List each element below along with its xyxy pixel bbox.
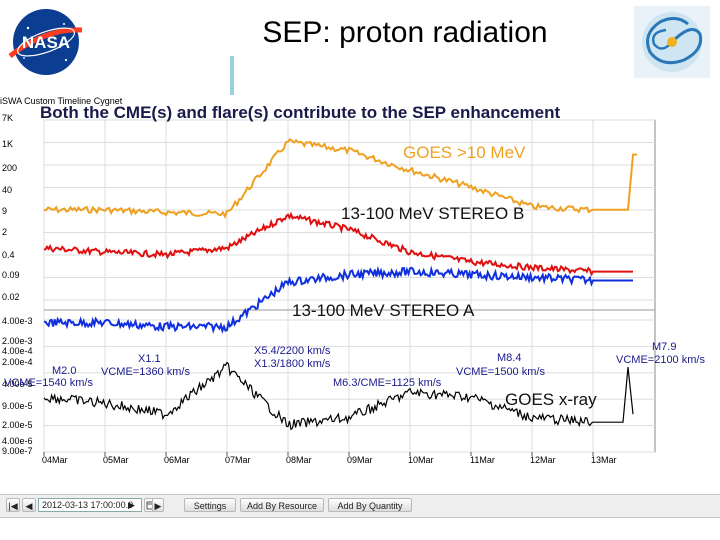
series-stereo-a [43,265,633,334]
settings-button[interactable]: Settings [184,498,236,512]
timeline-toolbar: |◀ ◀ 2012-03-13 17:00:00.0 ▶ ▶ ▶| Settin… [0,494,720,518]
nasa-logo-mark: NASA [8,9,83,75]
annotation-m79: M7.9 [652,341,677,353]
xtick-label: 05Mar [103,455,129,465]
chart-title: Both the CME(s) and flare(s) contribute … [40,103,561,122]
ytick-upper: 7K [2,113,14,123]
xtick-label: 12Mar [530,455,556,465]
series-stereo-b [43,211,633,277]
xtick-label: 13Mar [591,455,617,465]
tool-title: iSWA Custom Timeline Cygnet [0,96,123,106]
series-goes-xray [43,361,634,431]
nasa-logo: NASA [6,8,86,76]
ytick-upper: 0.09 [2,270,20,280]
ytick-lower: 2.00e-5 [2,420,33,430]
annotation-vcme-1540: VCME=1540 km/s [4,377,93,389]
ytick-upper: 9 [2,206,8,216]
annotation-vcme-1500: VCME=1500 km/s [456,366,545,378]
series-goes-proton [43,137,637,220]
annotation-vcme-1360: VCME=1360 km/s [101,366,190,378]
ytick-lower: 4.00e-6 [2,436,33,446]
annotation-x13: X1.3/1800 km/s [254,358,331,370]
xtick-label: 08Mar [286,455,312,465]
ytick-upper: 1K [2,139,14,149]
ytick-upper: 0.4 [2,250,15,260]
ytick-lower: 4.00e-4 [2,346,33,356]
annotation-m20: M2.0 [52,365,77,377]
nav-first-button[interactable]: |◀ [6,498,20,512]
nav-next-arrow-button[interactable]: ▶ [152,498,164,512]
ytick-lower: 2.00e-3 [2,336,33,346]
time-input[interactable]: 2012-03-13 17:00:00.0 [38,498,142,512]
swx-logo [632,4,712,80]
ytick-lower: 2.00e-4 [2,357,33,367]
label-stereo-b: 13-100 MeV STEREO B [341,204,525,223]
label-goes-proton: GOES >10 MeV [403,143,526,162]
ytick-upper: 200 [2,163,18,173]
xtick-label: 11Mar [470,455,495,465]
ytick-upper: 0.02 [2,292,20,302]
ytick-upper: 40 [2,185,13,195]
xtick-label: 10Mar [408,455,434,465]
page-title: SEP: proton radiation [262,16,548,49]
ytick-lower: 4.00e-3 [2,316,33,326]
swirl-logo-icon [634,6,710,78]
xtick-label: 09Mar [347,455,373,465]
annotation-x11: X1.1 [138,353,161,365]
ytick-lower: 9.00e-7 [2,446,33,456]
annotation-x54: X5.4/2200 km/s [254,345,331,357]
label-goes-xray: GOES x-ray [505,390,597,409]
annotation-m84: M8.4 [497,352,522,364]
annotation-vcme-2100: VCME=2100 km/s [616,354,705,366]
annotation-m63: M6.3/CME=1125 km/s [333,377,442,389]
xtick-label: 04Mar [42,455,68,465]
xtick-label: 06Mar [164,455,190,465]
add-by-resource-button[interactable]: Add By Resource [240,498,324,512]
nav-prev-button[interactable]: ◀ [22,498,36,512]
xtick-label: 07Mar [225,455,251,465]
ytick-lower: 4.00e-5 [2,379,33,389]
ytick-upper: 2 [2,227,8,237]
svg-text:NASA: NASA [22,33,70,52]
add-by-quantity-button[interactable]: Add By Quantity [328,498,412,512]
ytick-lower: 9.00e-5 [2,401,33,411]
label-stereo-a: 13-100 MeV STEREO A [292,301,475,320]
